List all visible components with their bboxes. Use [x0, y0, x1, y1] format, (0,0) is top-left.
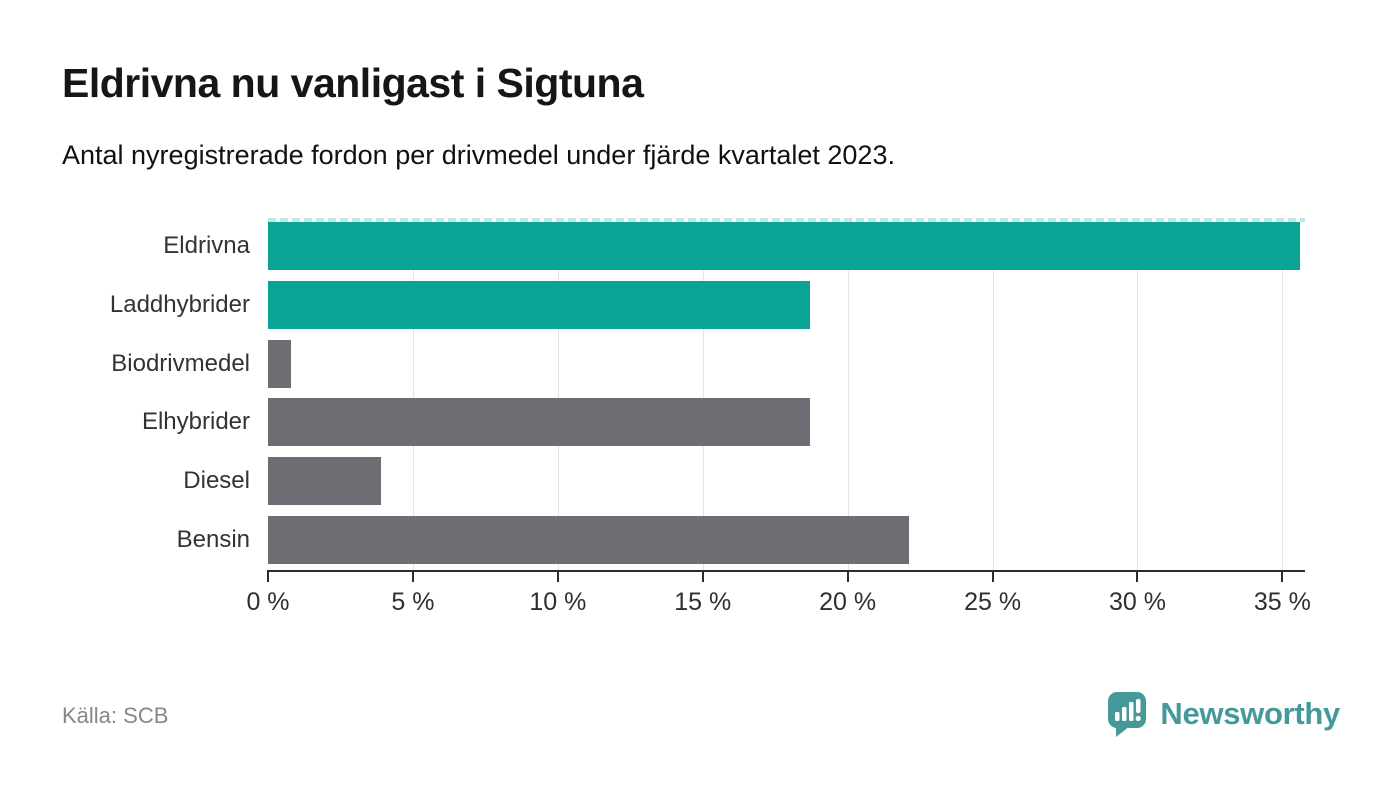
- brand-logo: Newsworthy: [1106, 690, 1340, 738]
- bar-track: [268, 398, 1305, 447]
- gridline-20: [847, 218, 849, 570]
- bar-row-elhybrider: Elhybrider: [62, 398, 1305, 447]
- x-axis-tick-5: [411, 570, 414, 582]
- bar-biodrivmedel: [268, 339, 292, 388]
- newsworthy-logo-icon: [1106, 690, 1148, 738]
- bar-track: [268, 515, 1305, 564]
- category-label: Eldrivna: [163, 232, 250, 259]
- bar-laddhybrider: [268, 280, 810, 329]
- bar-rows: Eldrivna Laddhybrider Biodrivmedel Elhybrid…: [62, 222, 1305, 564]
- bar-row-laddhybrider: Laddhybrider: [62, 280, 1305, 329]
- bar-row-bensin: Bensin: [62, 515, 1305, 564]
- brand-name: Newsworthy: [1160, 696, 1340, 731]
- x-axis-tick-label-5: 5 %: [391, 588, 435, 616]
- category-label: Laddhybrider: [109, 290, 250, 318]
- x-axis-tick-25: [991, 570, 994, 582]
- x-axis-tick-35: [1281, 570, 1284, 582]
- x-axis-tick-label-35: 35 %: [1253, 588, 1311, 616]
- x-axis-tick-label-20: 20 %: [819, 588, 877, 616]
- category-label: Biodrivmedel: [111, 349, 250, 377]
- bar-track: [268, 280, 1305, 329]
- bar-bensin: [268, 515, 909, 564]
- bar-chart: 0 % 5 % 10 % 15 % 20 % 25 % 30 % 35 % Eldrivna L…: [62, 218, 1311, 618]
- bar-row-diesel: Diesel: [62, 457, 1305, 506]
- category-label: Elhybrider: [141, 408, 250, 436]
- gridline-30: [1137, 218, 1139, 570]
- x-axis-tick-label-30: 30 %: [1108, 588, 1166, 616]
- bar-track: [268, 339, 1305, 388]
- gridline-25: [992, 218, 994, 570]
- top-dashed-reference-line: [268, 218, 1305, 222]
- x-axis-tick-20: [846, 570, 849, 582]
- x-axis-tick-30: [1136, 570, 1139, 582]
- bar-diesel: [268, 457, 382, 506]
- bar-eldrivna: [268, 222, 1300, 270]
- x-axis-tick-label-10: 10 %: [529, 588, 587, 616]
- gridline-5: [412, 218, 414, 570]
- gridline-15: [702, 218, 704, 570]
- gridline-10: [557, 218, 559, 570]
- x-axis-tick-label-0: 0 %: [246, 588, 290, 616]
- gridline-35: [1282, 218, 1284, 570]
- bar-track: [268, 457, 1305, 506]
- category-label: Bensin: [176, 525, 250, 553]
- bar-row-biodrivmedel: Biodrivmedel: [62, 339, 1305, 388]
- x-axis-tick-15: [701, 570, 704, 582]
- chart-subtitle: Antal nyregistrerade fordon per drivmede…: [62, 140, 895, 170]
- x-axis-tick-label-15: 15 %: [674, 588, 732, 616]
- category-label: Diesel: [183, 467, 250, 495]
- bar-track: [268, 222, 1305, 270]
- chart-title: Eldrivna nu vanligast i Sigtuna: [62, 60, 644, 106]
- x-axis-tick-label-25: 25 %: [964, 588, 1022, 616]
- x-axis-tick-10: [556, 570, 559, 582]
- source-note: Källa: SCB: [62, 703, 169, 728]
- bar-elhybrider: [268, 398, 810, 447]
- bar-row-eldrivna: Eldrivna: [62, 222, 1305, 270]
- plot-area: 0 % 5 % 10 % 15 % 20 % 25 % 30 % 35 %: [246, 218, 1311, 616]
- x-axis-tick-0: [267, 570, 269, 582]
